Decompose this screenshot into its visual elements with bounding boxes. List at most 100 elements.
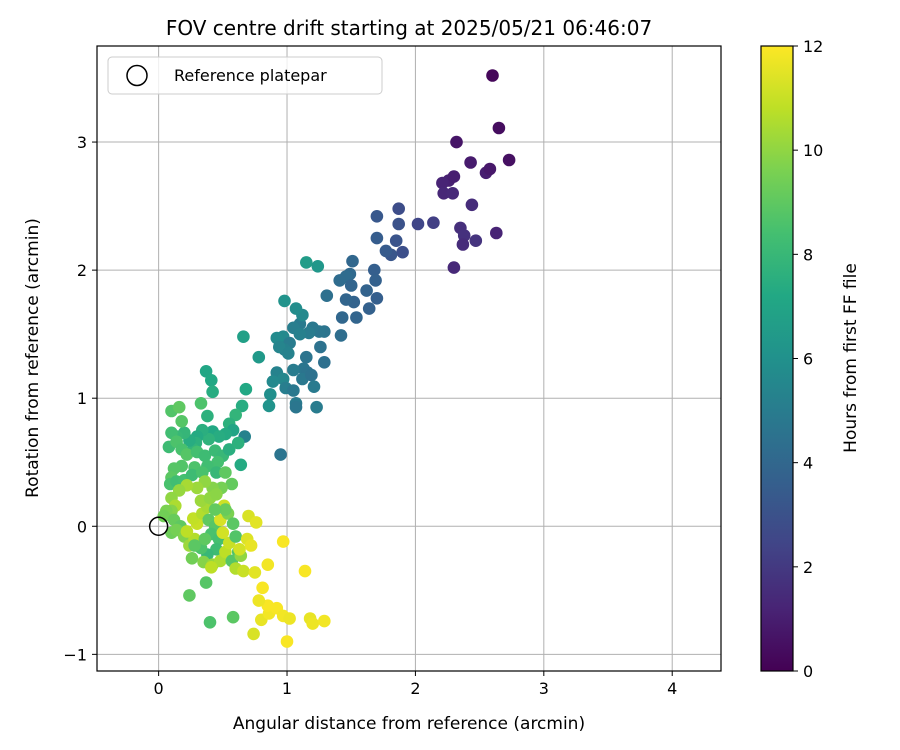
data-point	[360, 284, 373, 297]
data-point	[447, 261, 461, 274]
data-point	[216, 526, 230, 539]
data-point	[492, 121, 506, 135]
data-point	[206, 385, 219, 399]
y-tick-label: 3	[77, 133, 87, 152]
data-point	[225, 477, 239, 491]
x-tick-label: 4	[667, 679, 677, 698]
data-point	[339, 293, 353, 306]
data-point	[368, 263, 381, 277]
colorbar-gradient	[761, 46, 793, 671]
data-point	[208, 503, 222, 516]
data-point	[300, 256, 313, 269]
data-point	[436, 176, 449, 190]
data-point	[392, 202, 406, 215]
data-point	[229, 408, 242, 422]
data-point	[333, 274, 347, 287]
legend-box	[107, 56, 383, 95]
colorbar-tick-label: 10	[803, 141, 823, 160]
legend-marker-icon	[126, 64, 148, 87]
colorbar: 0 2 4 6 8 10 12 Hours from first FF file	[760, 37, 861, 681]
data-point	[389, 234, 403, 247]
data-point	[283, 612, 296, 625]
data-point	[202, 432, 215, 446]
data-point	[370, 231, 384, 245]
data-point	[450, 135, 463, 149]
data-point	[300, 350, 313, 364]
data-point	[205, 374, 218, 387]
data-point	[293, 327, 307, 341]
data-point	[180, 525, 194, 538]
data-points	[157, 69, 516, 648]
data-point	[273, 340, 286, 354]
data-point	[266, 375, 280, 388]
x-tick-label: 1	[282, 679, 292, 698]
data-point	[231, 436, 245, 450]
data-point	[370, 210, 384, 223]
data-point	[252, 350, 266, 364]
data-point	[502, 153, 516, 167]
data-point	[211, 455, 224, 469]
data-point	[198, 532, 212, 546]
x-tick-label: 0	[154, 679, 164, 698]
data-point	[234, 458, 248, 472]
data-point	[396, 245, 409, 259]
data-point	[411, 217, 425, 231]
data-point	[287, 384, 300, 397]
data-point	[298, 564, 312, 578]
data-point	[219, 466, 232, 479]
plot-frame	[96, 45, 722, 672]
data-point	[219, 503, 232, 516]
data-point	[437, 187, 451, 200]
x-axis-label: Angular distance from reference (arcmin)	[233, 714, 585, 734]
colorbar-ticks: 0 2 4 6 8 10 12	[793, 37, 823, 681]
data-point	[280, 635, 294, 648]
legend: Reference platepar	[107, 56, 383, 95]
data-point	[392, 217, 406, 231]
data-point	[244, 539, 258, 552]
data-point	[456, 238, 470, 251]
data-point	[198, 449, 212, 463]
data-point	[175, 415, 188, 428]
data-point	[203, 616, 217, 629]
data-point	[486, 69, 499, 82]
colorbar-tick-label: 8	[803, 245, 813, 264]
data-point	[172, 400, 186, 414]
data-point	[289, 400, 303, 414]
data-point	[483, 162, 497, 176]
y-tick-label: 2	[77, 261, 87, 280]
x-axis-ticks: 0 1 2 3 4	[154, 671, 677, 698]
data-point	[226, 610, 240, 624]
colorbar-tick-label: 0	[803, 662, 813, 681]
data-point	[490, 226, 503, 240]
data-point	[237, 330, 250, 344]
data-point	[447, 170, 461, 183]
data-point	[261, 558, 275, 571]
data-point	[247, 627, 260, 641]
data-point	[446, 187, 460, 200]
data-point	[237, 564, 250, 578]
data-point	[256, 581, 269, 595]
data-point	[226, 517, 240, 530]
data-point	[185, 468, 199, 482]
reference-platepar-marker	[148, 516, 169, 537]
data-point	[185, 552, 199, 565]
data-point	[464, 156, 477, 169]
data-point	[311, 260, 325, 273]
data-point	[235, 399, 249, 413]
data-point	[427, 216, 440, 229]
data-point	[307, 380, 321, 394]
data-point	[248, 566, 262, 579]
y-axis-label: Rotation from reference (arcmin)	[23, 218, 43, 498]
data-point	[233, 543, 246, 556]
data-point	[305, 368, 318, 382]
colorbar-tick-label: 2	[803, 558, 813, 577]
data-point	[172, 484, 186, 497]
y-tick-label: 0	[77, 517, 87, 536]
data-point	[264, 388, 277, 401]
data-point	[276, 535, 290, 548]
data-point	[362, 302, 376, 315]
colorbar-label: Hours from first FF file	[841, 263, 861, 453]
data-point	[201, 409, 214, 423]
